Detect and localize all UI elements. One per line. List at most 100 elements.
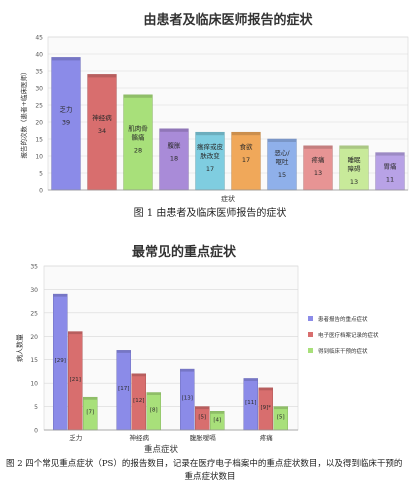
bar-top-2 (87, 74, 117, 78)
bar-top-3-1 (83, 397, 98, 400)
legend-label-1: 患者报告的重点症状 (318, 315, 368, 323)
bar-7 (267, 138, 297, 191)
bar-value-label: [4] (213, 417, 221, 423)
bar-value-label: [7] (86, 410, 94, 416)
legend-swatch-1 (308, 316, 313, 321)
y-tick-label: 35 (30, 264, 38, 271)
y-axis-label: 报告的次数（患者+临床医师） (19, 69, 28, 159)
bar-category-label: 腹胀 (168, 140, 182, 149)
bar-value-label: 13 (314, 169, 322, 177)
x-axis-label: 症状 (221, 194, 235, 203)
symptoms-bar-chart: 由患者及临床医师报告的症状 0 5 10 15 20 25 30 35 40 45 报告的次数（患者+… (19, 12, 409, 203)
bar-category-label: 呕吐 (276, 157, 290, 166)
bar-category-label: 瘙痒或皮 (197, 142, 224, 151)
y-tick-label: 0 (34, 428, 38, 435)
bar-top-1-3 (180, 369, 195, 372)
bar-value-label: 11 (386, 176, 394, 184)
bar-value-label: [11] (245, 400, 256, 406)
bar-value-label: 13 (350, 178, 358, 186)
bar-value-label: 39 (62, 119, 70, 127)
y-tick-label: 0 (39, 188, 43, 195)
bar-1 (51, 57, 81, 191)
key-symptoms-grouped-bar-chart: 最常见的重点症状 0 5 10 15 20 25 30 35 病人数量 [29] [21] [7] 乏力 [… (15, 244, 379, 455)
figure-1: 由患者及临床医师报告的症状 0 5 10 15 20 25 30 35 40 45 报告的次数（患者+… (0, 0, 420, 232)
bar-top-3-3 (210, 411, 225, 414)
bar-value-label: [9]* (260, 405, 271, 411)
x-tick-label: 腹胀嗳嗝 (190, 433, 217, 442)
bar-top-8 (303, 145, 333, 149)
bar-value-label: [29] (55, 358, 66, 364)
bar-top-2-2 (131, 373, 146, 377)
legend-swatch-3 (308, 348, 313, 353)
bar-9 (339, 145, 369, 191)
bar-10 (375, 152, 405, 191)
bar-top-3 (123, 94, 153, 98)
bar-category-label: 肤改变 (200, 151, 220, 160)
chart-title: 最常见的重点症状 (132, 244, 237, 260)
bar-top-1 (51, 57, 81, 61)
y-tick-label: 10 (35, 154, 43, 161)
legend-label-2: 电子医疗档案记录的症状 (318, 331, 379, 339)
bar-category-label: 睡眠 (348, 156, 362, 164)
bar-top-4 (159, 128, 189, 132)
figure-2-caption-line-2: 重点症状数目 (184, 472, 236, 482)
figure-1-caption: 图 1 由患者及临床医师报告的症状 (133, 208, 287, 219)
y-tick-label: 45 (35, 35, 43, 42)
y-tick-label: 35 (35, 69, 43, 76)
bar-category-label: 骼痛 (132, 132, 146, 141)
y-axis-label: 病人数量 (15, 334, 24, 362)
bar-value-label: 17 (242, 156, 250, 164)
y-tick-label: 30 (30, 287, 38, 294)
bar-category-label: 肌肉骨 (128, 123, 148, 132)
bar-value-label: [5] (198, 414, 206, 420)
bar-top-1-1 (53, 294, 68, 297)
bar-top-6 (231, 132, 261, 136)
y-tick-label: 20 (30, 334, 38, 341)
bar-top-2-1 (68, 331, 83, 335)
bar-category-label: 障碍 (348, 164, 362, 173)
bar-value-label: 17 (206, 165, 214, 173)
y-tick-label: 25 (35, 103, 43, 110)
y-tick-label: 15 (35, 137, 43, 144)
bar-top-3-4 (273, 406, 288, 410)
y-tick-label: 25 (30, 310, 38, 317)
figure-2: 最常见的重点症状 0 5 10 15 20 25 30 35 病人数量 [29] [21] [7] 乏力 [… (0, 232, 420, 492)
figure-2-caption: 图 2 四个常见重点症状（PS）的报告数目，记录在医疗电子档案中的重点症状数目，… (6, 458, 414, 484)
figure-2-caption-line-1: 图 2 四个常见重点症状（PS）的报告数目，记录在医疗电子档案中的重点症状数目，… (6, 459, 403, 469)
bar-category-label: 乏力 (60, 105, 73, 114)
bar-top-1-2 (116, 350, 131, 353)
bar-category-label: 疼痛 (312, 155, 326, 164)
x-tick-label: 疼痛 (260, 433, 274, 442)
y-tick-label: 10 (30, 381, 38, 388)
y-tick-label: 15 (30, 357, 38, 364)
chart-title: 由患者及临床医师报告的症状 (143, 12, 313, 28)
bar-8 (303, 145, 333, 191)
bar-top-2-3 (195, 406, 210, 410)
bar-value-label: [5] (277, 414, 285, 420)
bar-top-5 (195, 132, 225, 136)
bar-4 (159, 128, 189, 191)
y-tick-label: 30 (35, 86, 43, 93)
bar-3 (123, 94, 153, 191)
bar-category-label: 恶心/ (274, 149, 290, 157)
x-tick-label: 神经病 (130, 433, 150, 442)
bar-category-label: 神经病 (92, 113, 112, 122)
bar-value-label: [17] (118, 386, 129, 392)
legend-label-3: 得到临床干预的症状 (318, 347, 368, 355)
bar-category-label: 胃痛 (384, 162, 398, 171)
legend-swatch-2 (308, 332, 313, 337)
bar-6 (231, 131, 261, 191)
y-tick-label: 20 (35, 120, 43, 127)
bar-top-2-4 (258, 387, 273, 391)
bar-top-3-2 (146, 392, 161, 396)
bar-value-label: [21] (70, 377, 81, 383)
bar-top-10 (375, 152, 405, 156)
y-tick-label: 5 (34, 404, 38, 411)
bar-top-7 (267, 139, 297, 142)
x-tick-label: 乏力 (69, 433, 82, 442)
bar-5 (195, 131, 225, 191)
bar-value-label: 28 (134, 146, 142, 154)
x-axis-label: 重点症状 (144, 444, 179, 455)
bar-value-label: [8] (150, 407, 158, 413)
bar-value-label: 18 (170, 154, 178, 162)
